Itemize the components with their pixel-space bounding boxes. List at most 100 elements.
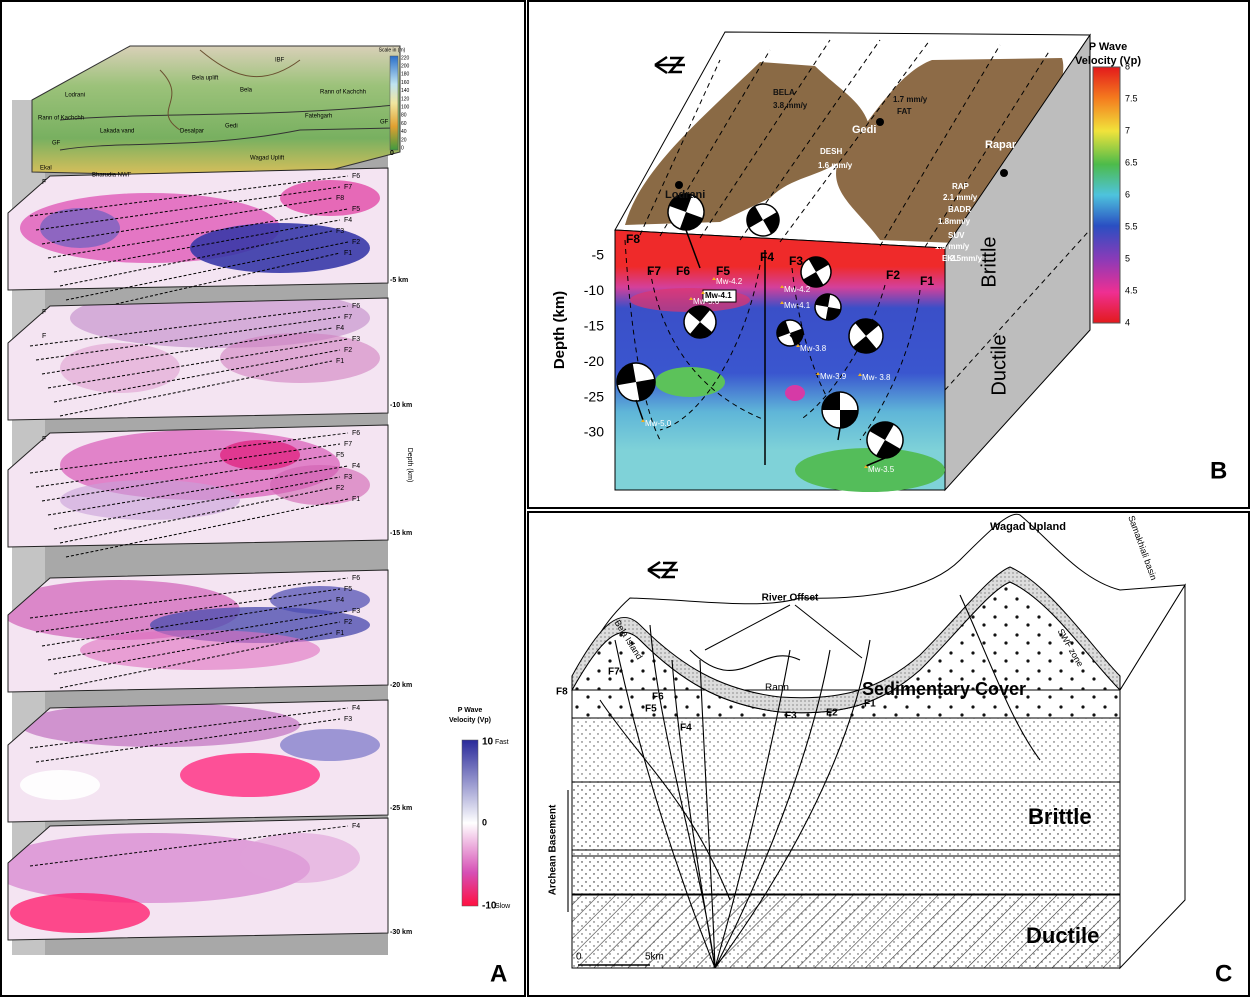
label: Bela uplift — [192, 76, 219, 82]
beachball-quadrant — [687, 306, 713, 338]
label: 7 — [1125, 125, 1130, 135]
beachball-quadrant — [617, 363, 655, 401]
label: F5 — [716, 264, 730, 278]
label: F6 — [652, 692, 664, 703]
north-arrow — [647, 560, 678, 580]
label: Mw-5.6 — [693, 297, 720, 306]
river-offset-arrows — [704, 604, 863, 659]
label: 6.5 — [1125, 157, 1138, 167]
label: F6 — [352, 575, 360, 582]
label: Brittle — [978, 236, 1000, 287]
town-marker — [1000, 169, 1008, 177]
label: 180 — [401, 72, 410, 78]
fault-trace — [47, 610, 349, 661]
scale-bar — [389, 55, 399, 151]
beachball — [616, 362, 656, 402]
label: Brittle — [1028, 804, 1092, 829]
label: Sedimentary Cover — [862, 679, 1026, 699]
label: Mw-4.1 — [705, 291, 732, 300]
label: F — [42, 436, 46, 443]
label: Ductile — [988, 334, 1010, 395]
label: F1 — [336, 630, 344, 637]
fault-trace — [29, 432, 349, 474]
label: Gedi — [225, 124, 238, 130]
label: F4 — [336, 597, 344, 604]
label: F8 — [556, 687, 568, 698]
velocity-anomaly — [180, 753, 320, 797]
beachball-quadrant — [747, 206, 779, 234]
fault-trace — [59, 360, 333, 417]
label: 100 — [401, 105, 410, 111]
beachball — [848, 318, 884, 354]
beachball — [667, 193, 705, 231]
label: 0 — [482, 817, 487, 827]
fault-trace — [29, 305, 349, 347]
label: Velocity (Vp) — [449, 717, 491, 724]
label: Rann of Kachchh — [38, 116, 84, 122]
fault-trace — [59, 632, 333, 689]
beachball-quadrant — [869, 422, 901, 458]
label: 2.1 mm/y — [943, 193, 978, 202]
label: F2 — [336, 485, 344, 492]
label: 1.8mm/y — [938, 217, 971, 226]
label: F1 — [352, 496, 360, 503]
velocity-slice — [8, 700, 388, 822]
velocity-anomaly — [10, 893, 150, 933]
town-marker — [675, 181, 683, 189]
velocity-anomaly — [190, 223, 370, 273]
event-star — [780, 285, 784, 288]
label: F — [42, 333, 46, 340]
fault-trace — [65, 498, 349, 558]
fault-trace — [53, 219, 341, 273]
label: F — [42, 309, 46, 316]
label: -15 — [584, 318, 604, 334]
velocity-legend — [461, 739, 479, 907]
beachball — [866, 421, 904, 459]
label: Mw-3.8 — [800, 344, 827, 353]
label: GF — [52, 141, 61, 147]
label: F5 — [344, 586, 352, 593]
fault-trace — [35, 316, 341, 361]
label: F7 — [344, 314, 352, 321]
label: F3 — [352, 608, 360, 615]
label: Mw-4.2 — [716, 277, 743, 286]
label: Ekal — [40, 166, 52, 172]
label: -10 — [482, 901, 497, 912]
label: F6 — [352, 173, 360, 180]
label: F — [42, 179, 46, 186]
label: F8 — [626, 232, 640, 246]
label: Mw-3.5 — [868, 465, 895, 474]
label: Mw-4.2 — [784, 285, 811, 294]
layer — [571, 855, 1121, 895]
label: IBF — [275, 58, 285, 64]
label: F1 — [336, 358, 344, 365]
velocity-anomaly — [20, 770, 100, 800]
beachball-quadrant — [852, 319, 880, 353]
beachball — [821, 391, 859, 429]
label: F3 — [352, 336, 360, 343]
land — [625, 62, 868, 225]
fault-trace — [59, 127, 396, 151]
label: F7 — [608, 667, 620, 678]
label: Lodrani — [665, 189, 705, 201]
label: -5 — [592, 247, 605, 263]
beachball-quadrant — [777, 320, 803, 346]
beachball-quadrant — [803, 257, 829, 287]
label: Archean Basement — [548, 804, 559, 895]
label: 5km — [645, 952, 664, 963]
label: 5 — [1125, 253, 1130, 263]
label: -30 — [584, 424, 604, 440]
town-marker — [876, 118, 884, 126]
label: 6 — [1125, 189, 1130, 199]
label: Bela — [240, 88, 253, 94]
event-star — [858, 373, 862, 376]
velocity-slice — [8, 570, 388, 692]
label: Depth (km) — [551, 291, 568, 369]
velocity-anomaly — [280, 729, 380, 761]
fault-trace — [47, 338, 349, 389]
event-star — [780, 301, 784, 304]
label: F7 — [344, 184, 352, 191]
label: P Wave — [1089, 41, 1128, 53]
label: -15 km — [390, 530, 412, 537]
slice-edge — [7, 817, 389, 941]
